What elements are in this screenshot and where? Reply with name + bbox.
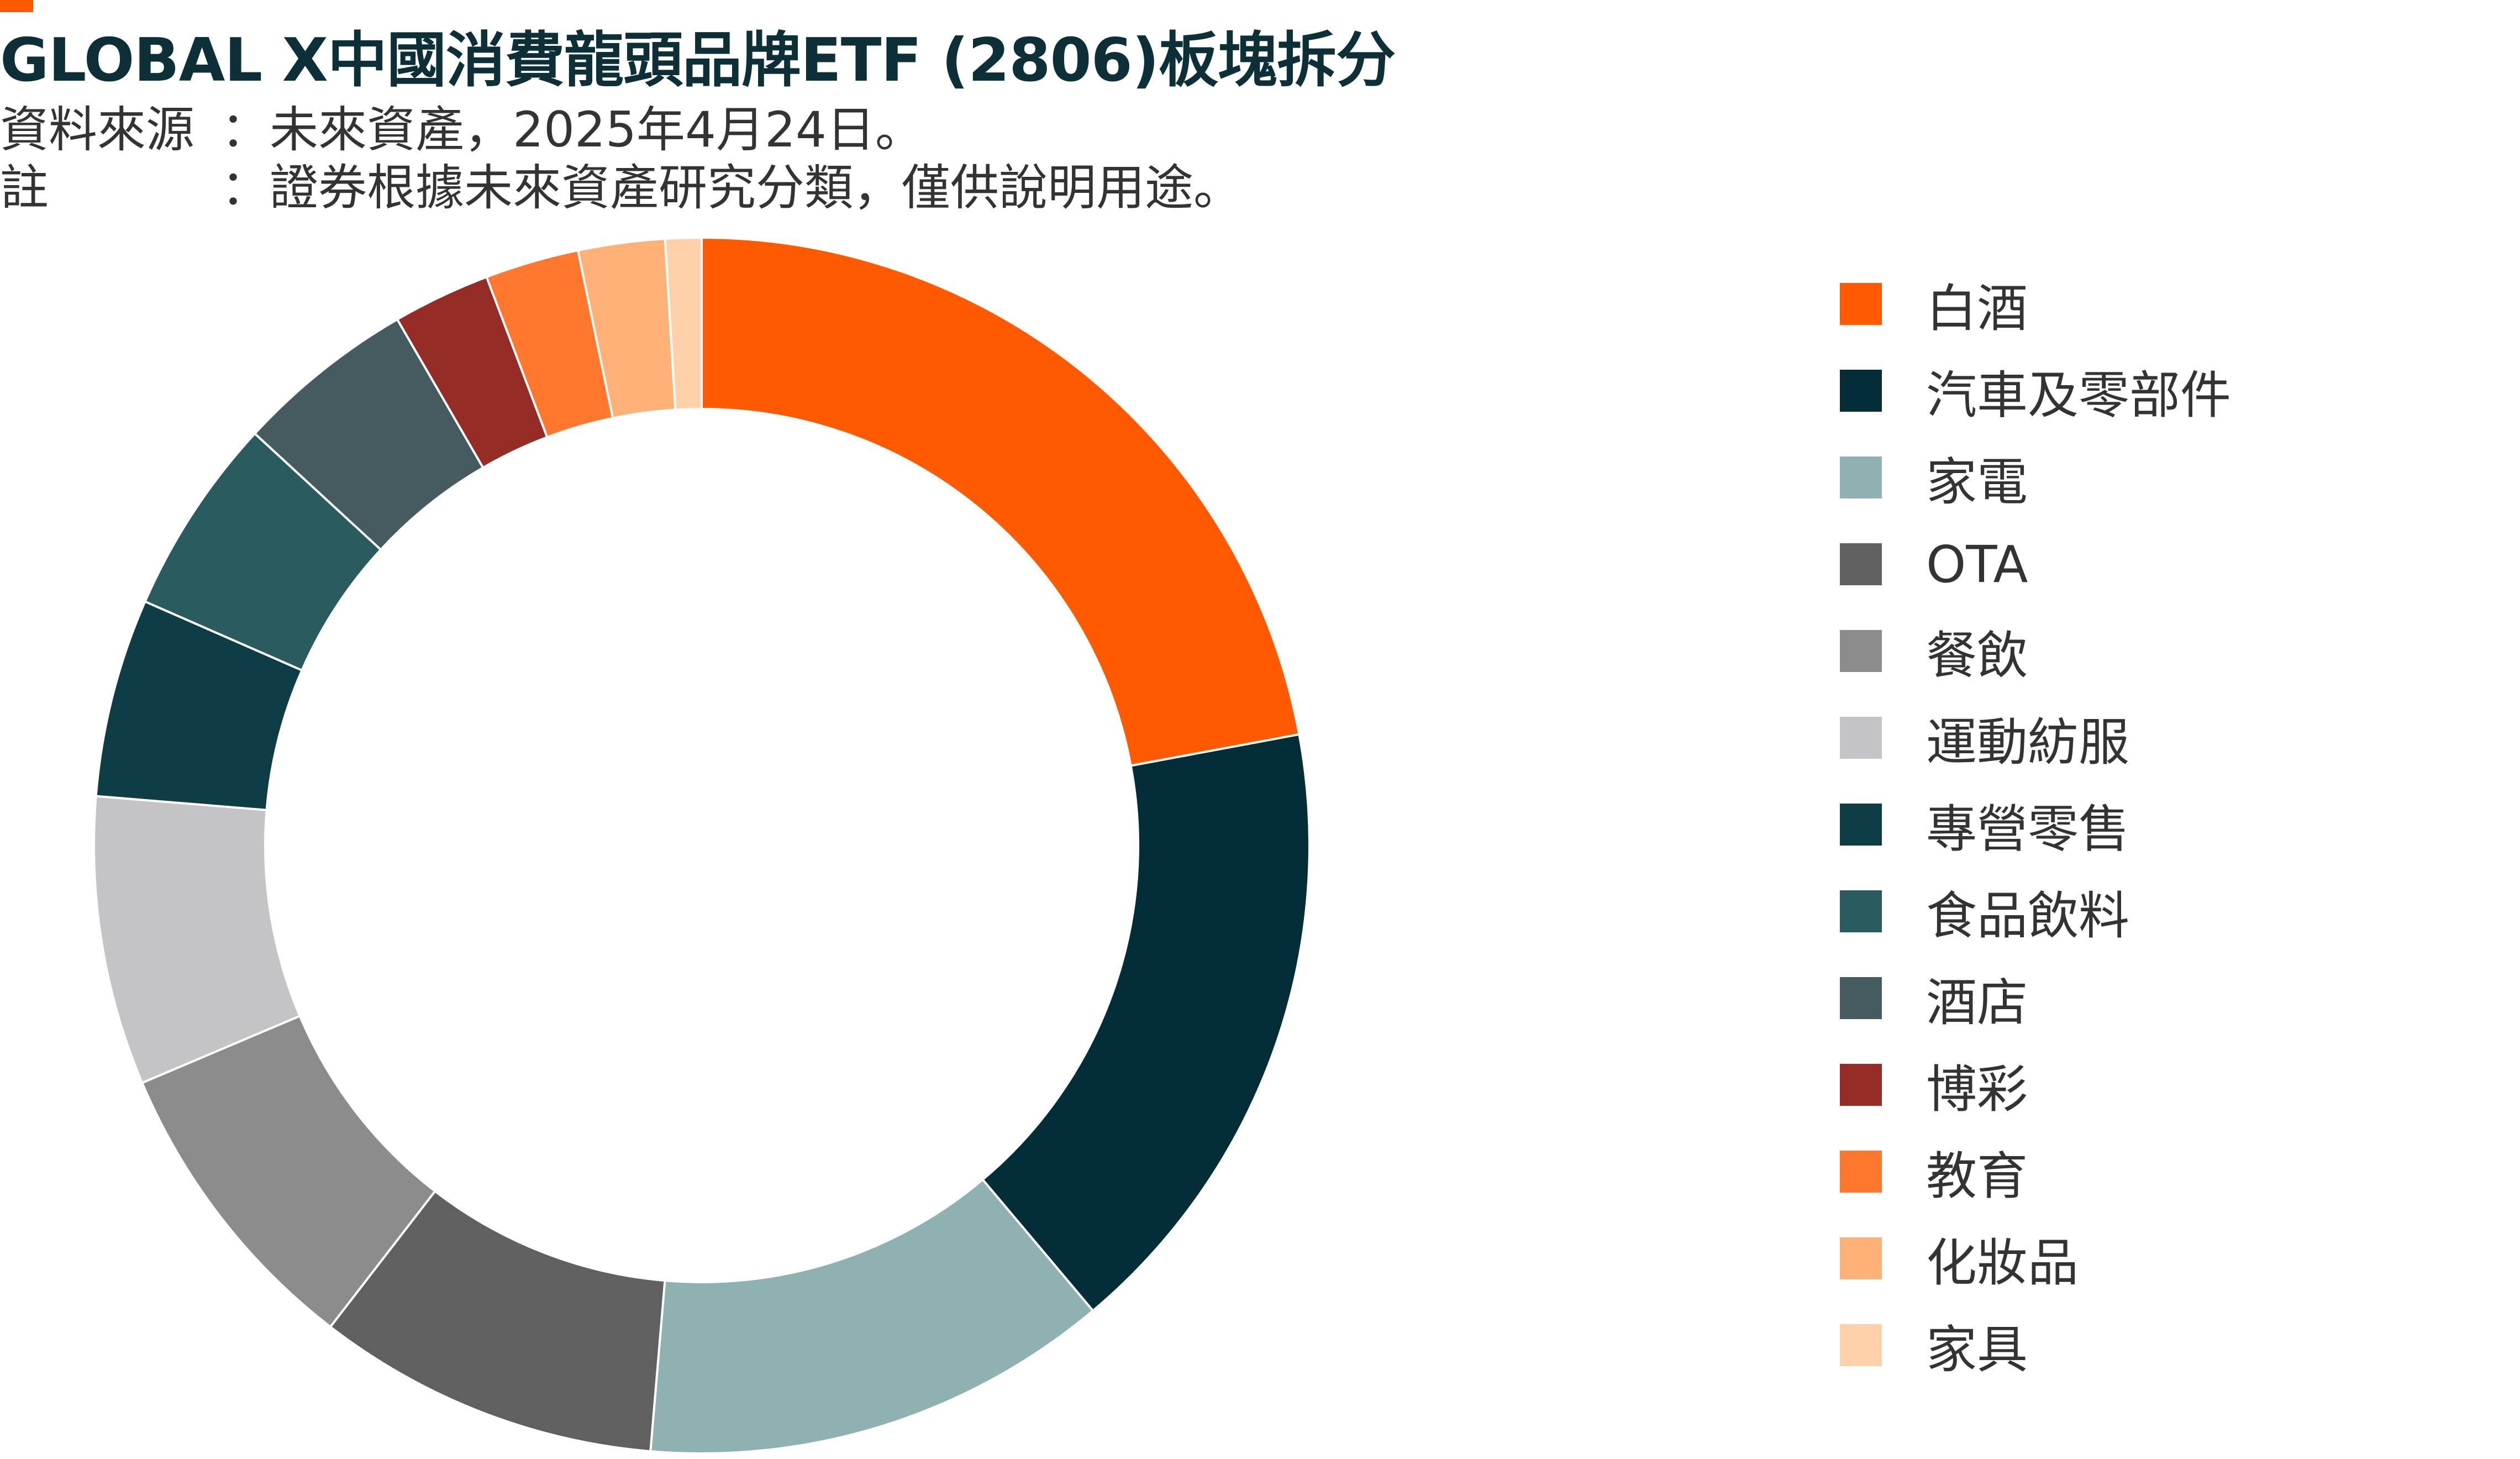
legend-swatch	[1840, 630, 1882, 672]
legend-item: 食品飲料	[1840, 881, 2129, 946]
source-note: 資料來源 ：未來資產，2025年4月24日。	[0, 99, 924, 160]
legend-swatch	[1840, 717, 1882, 759]
donut-slice-0	[701, 236, 1301, 767]
legend-label: 餐飲	[1926, 626, 2028, 685]
legend-swatch	[1840, 456, 1882, 498]
legend-item: 家電	[1840, 447, 2028, 512]
donut-chart	[93, 236, 1311, 1455]
legend-label: 教育	[1926, 1146, 2028, 1206]
donut-slice-1	[981, 733, 1311, 1313]
legend-item: 酒店	[1840, 968, 2028, 1032]
legend-item: 白酒	[1840, 274, 2028, 338]
donut-slice-12	[664, 236, 703, 411]
legend-label: 專營零售	[1926, 799, 2130, 859]
legend-label: 博彩	[1926, 1059, 2028, 1119]
legend-item: 教育	[1840, 1141, 2028, 1206]
legend-label: 酒店	[1926, 973, 2028, 1032]
footnote: 註 ：證券根據未來資產研究分類，僅供說明用途。	[0, 158, 1242, 218]
legend-label: 運動紡服	[1926, 712, 2130, 772]
legend-label: OTA	[1926, 534, 2028, 594]
legend-swatch	[1840, 1064, 1882, 1106]
legend-item: 餐飲	[1840, 621, 2028, 685]
legend-item: 運動紡服	[1840, 707, 2129, 772]
legend-item: 專營零售	[1840, 794, 2129, 859]
legend-item: 汽車及零部件	[1840, 360, 2231, 425]
legend-label: 家電	[1926, 452, 2028, 512]
legend-label: 汽車及零部件	[1926, 365, 2232, 425]
legend-swatch	[1840, 1237, 1882, 1279]
source-key: 資料來源	[0, 101, 195, 158]
source-value: ：未來資產，2025年4月24日。	[221, 101, 924, 158]
legend-swatch	[1840, 890, 1882, 932]
legend-swatch	[1840, 977, 1882, 1019]
legend-item: OTA	[1840, 534, 2028, 595]
chart-title: GLOBAL X中國消費龍頭品牌ETF (2806)板塊拆分	[0, 26, 1396, 95]
legend-label: 家具	[1926, 1320, 2028, 1379]
legend-swatch	[1840, 804, 1882, 846]
legend-item: 博彩	[1840, 1054, 2028, 1119]
legend-item: 化妝品	[1840, 1228, 2079, 1293]
legend-label: 食品飲料	[1926, 886, 2130, 946]
legend-label: 化妝品	[1926, 1233, 2079, 1293]
legend-swatch	[1840, 283, 1882, 325]
note-key: 註	[0, 159, 49, 216]
legend-swatch	[1840, 370, 1882, 412]
legend-label: 白酒	[1926, 279, 2028, 338]
legend-swatch	[1840, 1324, 1882, 1366]
legend-item: 家具	[1840, 1315, 2028, 1379]
legend-swatch	[1840, 1151, 1882, 1193]
legend-swatch	[1840, 543, 1882, 585]
accent-bar	[0, 0, 33, 12]
note-value: ：證券根據未來資產研究分類，僅供說明用途。	[221, 159, 1243, 216]
